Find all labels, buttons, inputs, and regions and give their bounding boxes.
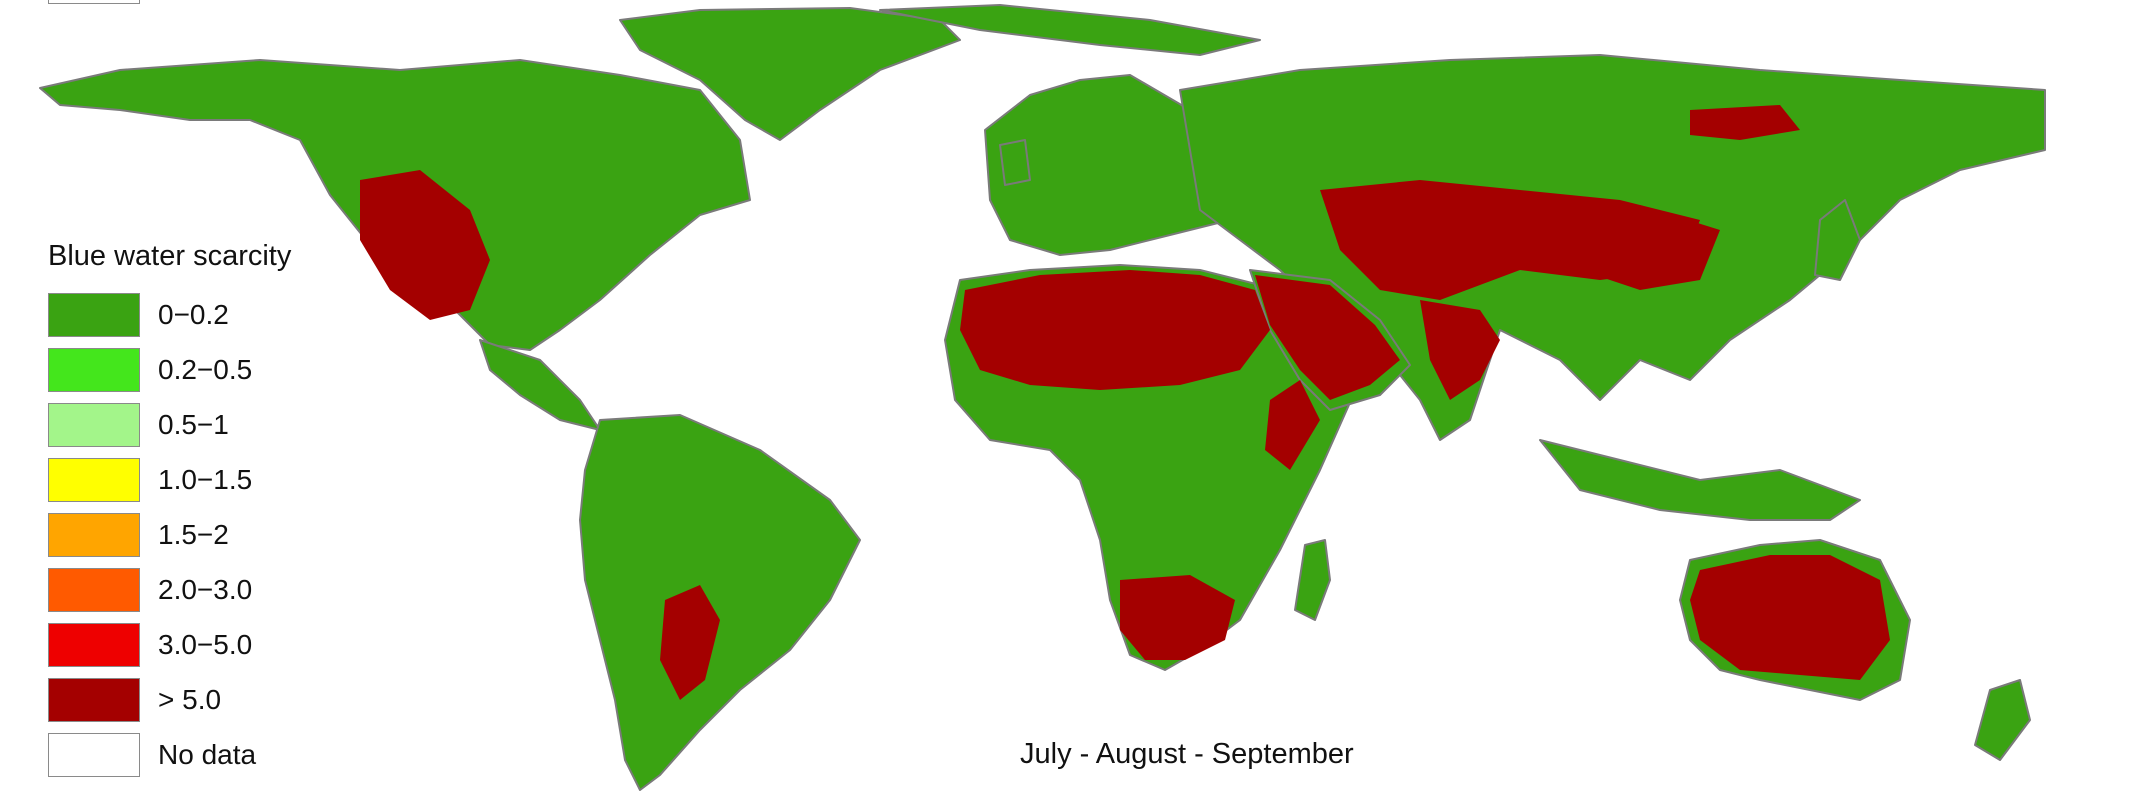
legend-item: 0.5−1 [48,397,348,452]
west-us-scarcity [360,170,490,320]
china-scarcity [1550,205,1720,290]
legend-label: 2.0−3.0 [158,573,253,605]
legend-label: 1.5−2 [158,518,229,550]
legend-swatch [48,292,140,337]
legend-item: 3.0−5.0 [48,617,348,672]
south-america [579,414,861,791]
new-zealand [1974,679,2031,761]
legend-swatch [48,457,140,502]
legend-title: Blue water scarcity [48,240,292,272]
legend-label: 3.0−5.0 [158,628,253,660]
legend: Blue water scarcity 0−0.2 0.2−0.5 0.5−1 1.0… [48,240,348,782]
sahara-scarcity [960,270,1270,390]
legend-item: 0.2−0.5 [48,342,348,397]
india-scarcity [1420,300,1500,400]
legend-item: 1.5−2 [48,507,348,562]
legend-swatch [48,512,140,557]
legend-swatch [48,732,140,777]
south-africa-scarcity [1120,575,1235,660]
central-america [479,339,601,431]
legend-swatch [48,622,140,667]
legend-label: > 5.0 [158,683,222,715]
legend-item: 1.0−1.5 [48,452,348,507]
legend-swatch [48,402,140,447]
legend-label: 0.5−1 [158,408,229,440]
east-africa-scarcity [1265,380,1320,470]
japan [1814,199,1861,281]
legend-swatch [48,677,140,722]
greenland [619,7,961,141]
legend-item: > 5.0 [48,672,348,727]
legend-swatch-partial [48,0,140,4]
legend-item: 2.0−3.0 [48,562,348,617]
legend-item: 0−0.2 [48,287,348,342]
map-caption: July - August - September [1020,738,1354,770]
legend-label: 1.0−1.5 [158,463,253,495]
arabia-scarcity [1255,275,1400,400]
legend-label: 0.2−0.5 [158,353,253,385]
legend-swatch [48,567,140,612]
legend-item: No data [48,727,348,782]
madagascar [1294,539,1331,621]
legend-label: 0−0.2 [158,298,229,330]
patagonia-scarcity [660,585,720,700]
legend-label: No data [158,738,257,770]
legend-rows: 0−0.2 0.2−0.5 0.5−1 1.0−1.5 1.5−2 2.0−3.0 3.0−… [48,287,348,782]
arctic-islands [879,4,1261,56]
russia-scarcity [1690,105,1800,140]
indonesia [1539,439,1861,521]
australia-scarcity [1690,555,1890,680]
scarcity-layer [360,105,1890,700]
uk [999,139,1031,186]
legend-swatch [48,347,140,392]
